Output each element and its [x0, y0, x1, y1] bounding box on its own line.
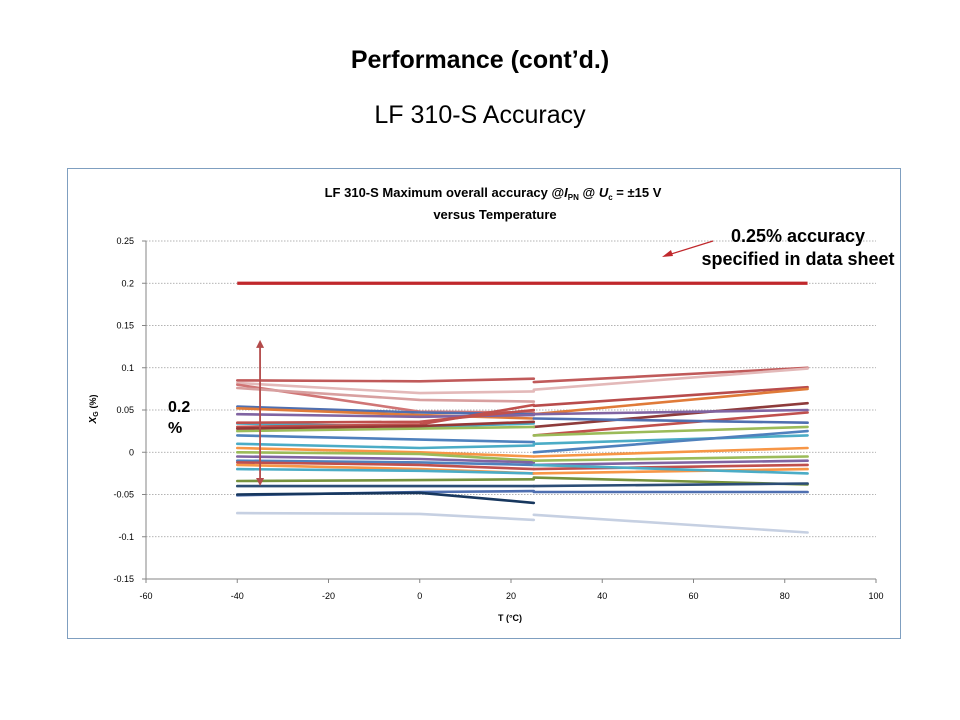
y-tick-label: -0.15 [113, 574, 134, 584]
y-axis-label: XG (%) [88, 395, 100, 425]
series-line-12 [236, 407, 536, 420]
series-line-8 [532, 387, 809, 416]
series-line-37 [532, 425, 809, 437]
chart-frame: LF 310-S Maximum overall accuracy @IPN @… [67, 168, 901, 639]
series-line-32 [236, 511, 536, 522]
limit-callout-arrow-shaft [667, 240, 714, 256]
series-line-7 [532, 385, 809, 408]
series-line-28 [236, 477, 536, 483]
series-line-33 [532, 513, 809, 534]
series-line-34 [532, 417, 809, 424]
series-line-26 [236, 461, 536, 471]
series-line-38 [532, 429, 809, 454]
series-line-42 [532, 463, 809, 471]
spread-label-line1: 0.2 [168, 399, 191, 416]
series-line-15 [236, 408, 536, 424]
limit-label: 0.25% accuracy specified in data sheet [678, 225, 918, 271]
x-tick-label: 100 [868, 591, 883, 601]
series-line-4 [532, 367, 809, 391]
limit-label-line1: 0.25% accuracy [730, 226, 866, 246]
series-line-20 [236, 434, 536, 444]
x-axis-label: T (°C) [498, 613, 522, 623]
series-line-10 [532, 411, 809, 437]
y-tick-label: 0.15 [116, 321, 134, 331]
accuracy-chart: LF 310-S Maximum overall accuracy @IPN @… [88, 185, 884, 623]
x-tick-label: 80 [780, 591, 790, 601]
annotations-layer [256, 240, 714, 487]
y-tick-label: 0.1 [121, 363, 134, 373]
series-line-18 [236, 420, 536, 430]
chart-title-line2: versus Temperature [433, 207, 556, 222]
limit-label-line2: specified in data sheet [701, 249, 895, 269]
x-tick-label: 0 [417, 591, 422, 601]
series-line-46 [532, 482, 809, 488]
y-tick-label: -0.05 [113, 490, 134, 500]
series-line-13 [236, 412, 536, 419]
slide-subtitle: LF 310-S Accuracy [374, 101, 586, 129]
spread-label-line2: % [168, 420, 183, 437]
x-tick-label: 20 [506, 591, 516, 601]
series-line-40 [532, 455, 809, 463]
series-line-1 [236, 377, 536, 383]
axes: -0.15 -0.1 -0.05 0 0.05 0.1 0.15 0.2 0.25 -60 -40 -… [113, 236, 883, 601]
chart-title-line1: LF 310-S Maximum overall accuracy @IPN @… [325, 185, 662, 202]
series-line-9 [532, 401, 809, 429]
x-tick-label: -20 [322, 591, 335, 601]
y-tick-label: 0.25 [116, 236, 134, 246]
y-tick-label: 0 [129, 447, 134, 457]
series-line-31 [236, 491, 536, 505]
series-line-36 [532, 434, 809, 446]
series-line-23 [236, 455, 536, 464]
series-line-44 [532, 463, 809, 475]
spread-arrow-head-bottom [256, 478, 265, 487]
y-tick-label: 0.2 [121, 278, 134, 288]
data-series [236, 281, 809, 534]
series-line-17 [236, 425, 536, 433]
series-line-39 [532, 446, 809, 458]
x-tick-label: 40 [597, 591, 607, 601]
series-line-35 [532, 408, 809, 416]
series-line-3 [236, 381, 536, 395]
x-tick-label: -60 [139, 591, 152, 601]
series-line-41 [532, 459, 809, 467]
series-line-24 [236, 459, 536, 467]
series-line-27 [236, 467, 536, 475]
spread-arrow-head-top [256, 339, 265, 348]
x-tick-label: 60 [688, 591, 698, 601]
y-tick-label: -0.1 [118, 532, 134, 542]
series-line-21 [236, 446, 536, 458]
x-tick-label: -40 [231, 591, 244, 601]
spread-label: 0.2 % [168, 397, 190, 439]
series-line-43 [532, 467, 809, 475]
y-tick-label: 0.05 [116, 405, 134, 415]
limit-callout-arrow-head [662, 250, 673, 257]
series-line-2 [532, 366, 809, 384]
series-line-6 [236, 386, 536, 403]
series-line-19 [236, 442, 536, 450]
series-line-16 [236, 403, 536, 429]
series-line-22 [236, 450, 536, 463]
slide-title: Performance (cont’d.) [350, 46, 610, 74]
